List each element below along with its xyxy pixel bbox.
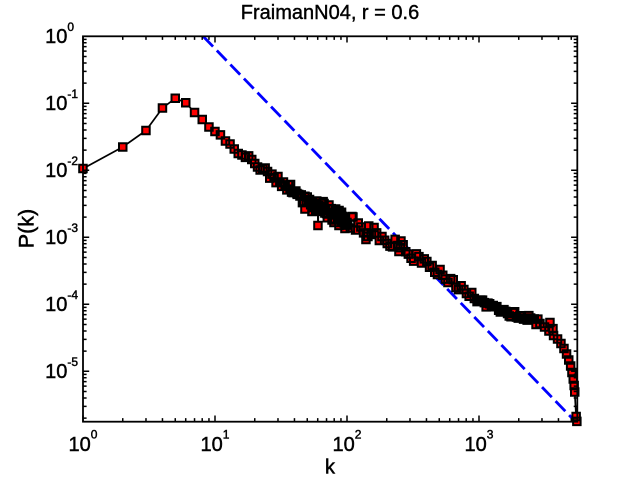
svg-text:k: k (325, 457, 336, 479)
svg-text:P(k): P(k) (15, 209, 39, 248)
svg-text:FraimanN04, r = 0.6: FraimanN04, r = 0.6 (241, 2, 419, 24)
